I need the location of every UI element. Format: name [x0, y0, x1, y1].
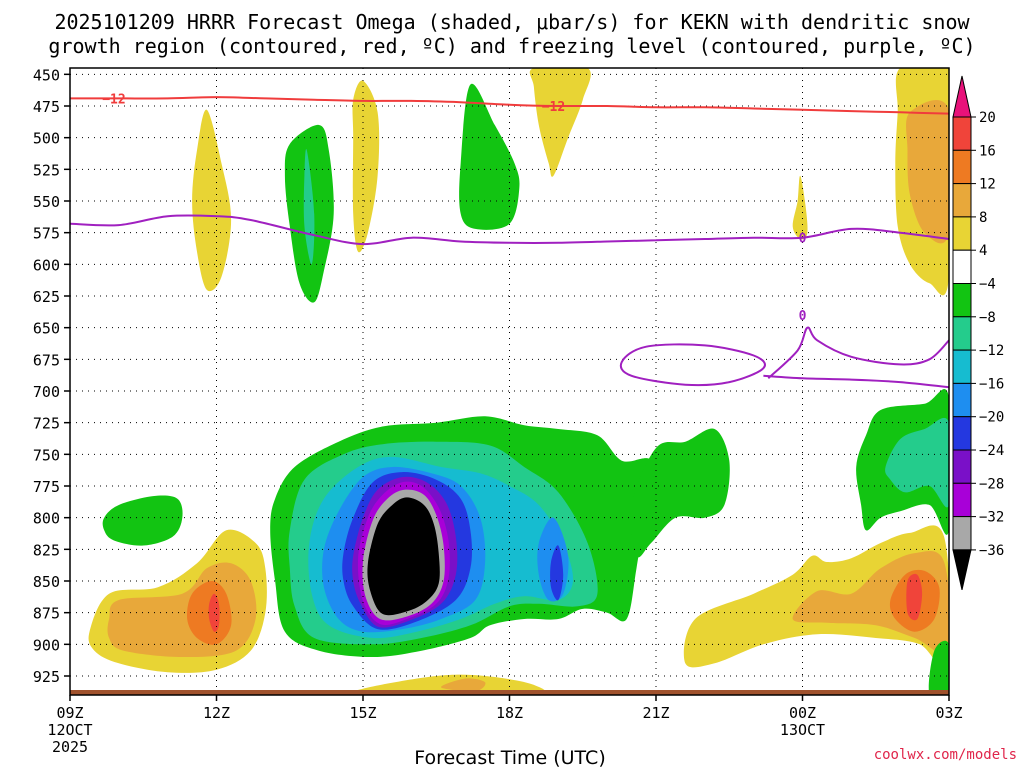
omega-pos-region — [792, 175, 808, 240]
y-tick-label: 850 — [33, 573, 60, 591]
x-axis-label: Forecast Time (UTC) — [414, 747, 605, 768]
colorbar-label: −12 — [979, 343, 1004, 359]
freezing-level-contour-line — [763, 374, 949, 389]
x-tick-sublabel: 2025 — [52, 738, 88, 756]
watermark: coolwx.com/models — [874, 747, 1017, 763]
y-tick-label: 625 — [33, 288, 60, 306]
colorbar-label: −4 — [979, 277, 996, 293]
y-axis: 450 475 500 525 550 575 600 625 650 675 700 725 750 7… — [33, 66, 70, 686]
omega-pos-region — [441, 678, 486, 692]
y-tick-label: 525 — [33, 161, 60, 179]
y-tick-label: 450 — [33, 66, 60, 84]
colorbar-label: 12 — [979, 177, 996, 193]
y-tick-label: 500 — [33, 130, 60, 148]
colorbar-segment — [952, 449, 972, 484]
contour-label: −12 — [542, 100, 565, 115]
chart-title-line-2: growth region (contoured, red, ºC) and f… — [48, 34, 975, 58]
freezing-level-contour-loop — [619, 343, 766, 387]
y-tick-label: 775 — [33, 478, 60, 496]
y-tick-label: 750 — [33, 446, 60, 464]
x-tick-label: 12Z — [203, 704, 230, 722]
colorbar-label: −32 — [979, 510, 1004, 526]
colorbar-label: −16 — [979, 376, 1004, 392]
colorbar-segment — [952, 349, 972, 384]
chart-title-line-1: 2025101209 HRRR Forecast Omega (shaded, … — [54, 10, 970, 34]
colorbar-segment — [952, 216, 972, 251]
omega-neg-region — [928, 640, 949, 695]
colorbar-label: 8 — [979, 210, 987, 226]
y-tick-label: 725 — [33, 415, 60, 433]
colorbar-label: 4 — [979, 243, 987, 259]
y-tick-label: 825 — [33, 541, 60, 559]
dgz-contour-line — [70, 96, 949, 115]
colorbar-bottom-arrow — [952, 549, 972, 591]
freezing-level-contour-line — [70, 214, 949, 246]
y-tick-label: 925 — [33, 668, 60, 686]
y-tick-label: 700 — [33, 383, 60, 401]
x-tick-label: 21Z — [642, 704, 669, 722]
colorbar-label: −24 — [979, 443, 1004, 459]
omega-neg-region — [550, 545, 564, 601]
colorbar-label: −20 — [979, 410, 1004, 426]
omega-neg-region — [102, 495, 183, 546]
y-tick-label: 600 — [33, 256, 60, 274]
colorbar-segment — [952, 316, 972, 351]
y-tick-label: 575 — [33, 225, 60, 243]
colorbar: 20 16 12 8 4 −4 −8 −12 −16 −20 −24 −28 −32 −36 — [952, 75, 1004, 591]
y-tick-label: 650 — [33, 320, 60, 338]
x-tick-sublabel: 13OCT — [780, 721, 825, 739]
colorbar-label: −8 — [979, 310, 996, 326]
omega-neg-region — [459, 83, 520, 230]
y-tick-label: 675 — [33, 351, 60, 369]
x-tick-label: 18Z — [496, 704, 523, 722]
omega-pos-region — [906, 573, 923, 621]
colorbar-segment — [952, 116, 972, 151]
x-tick-label: 00Z — [789, 704, 816, 722]
ground-bar — [70, 690, 949, 695]
colorbar-segment — [952, 516, 972, 551]
omega-shading — [88, 68, 949, 695]
omega-pos-region — [192, 109, 232, 292]
colorbar-label: 16 — [979, 143, 996, 159]
colorbar-segment — [952, 249, 972, 284]
colorbar-segment — [952, 382, 972, 418]
omega-pos-region — [352, 80, 380, 253]
freezing-level-contour-loop — [767, 326, 949, 380]
x-tick-label: 15Z — [349, 704, 376, 722]
omega-pos-region — [529, 68, 591, 177]
contour-label: −12 — [102, 92, 125, 107]
x-tick-label: 03Z — [935, 704, 962, 722]
omega-pos-region — [906, 99, 949, 244]
omega-neg-region — [630, 428, 730, 558]
contour-label: 0 — [799, 232, 807, 247]
colorbar-top-arrow — [952, 75, 972, 118]
colorbar-segment — [952, 482, 972, 518]
colorbar-segment — [952, 416, 972, 451]
colorbar-label: 20 — [979, 110, 996, 126]
y-tick-label: 900 — [33, 636, 60, 654]
contours: −12 −12 0 0 — [70, 92, 949, 389]
contour-label: 0 — [799, 309, 807, 324]
y-tick-label: 875 — [33, 605, 60, 623]
x-tick-label: 09Z — [56, 704, 83, 722]
omega-neg-region — [367, 497, 440, 616]
y-tick-label: 475 — [33, 98, 60, 116]
x-tick-sublabel: 12OCT — [47, 721, 92, 739]
colorbar-segment — [952, 183, 972, 218]
colorbar-segment — [952, 283, 972, 318]
y-tick-label: 550 — [33, 193, 60, 211]
omega-neg-region — [885, 417, 949, 508]
colorbar-segment — [952, 149, 972, 185]
y-tick-label: 800 — [33, 510, 60, 528]
colorbar-label: −36 — [979, 543, 1004, 559]
grid — [69, 68, 950, 695]
plot-area: −12 −12 0 0 — [69, 67, 950, 696]
colorbar-label: −28 — [979, 476, 1004, 492]
